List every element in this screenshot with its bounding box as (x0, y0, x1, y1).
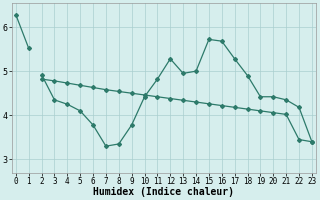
X-axis label: Humidex (Indice chaleur): Humidex (Indice chaleur) (93, 187, 234, 197)
